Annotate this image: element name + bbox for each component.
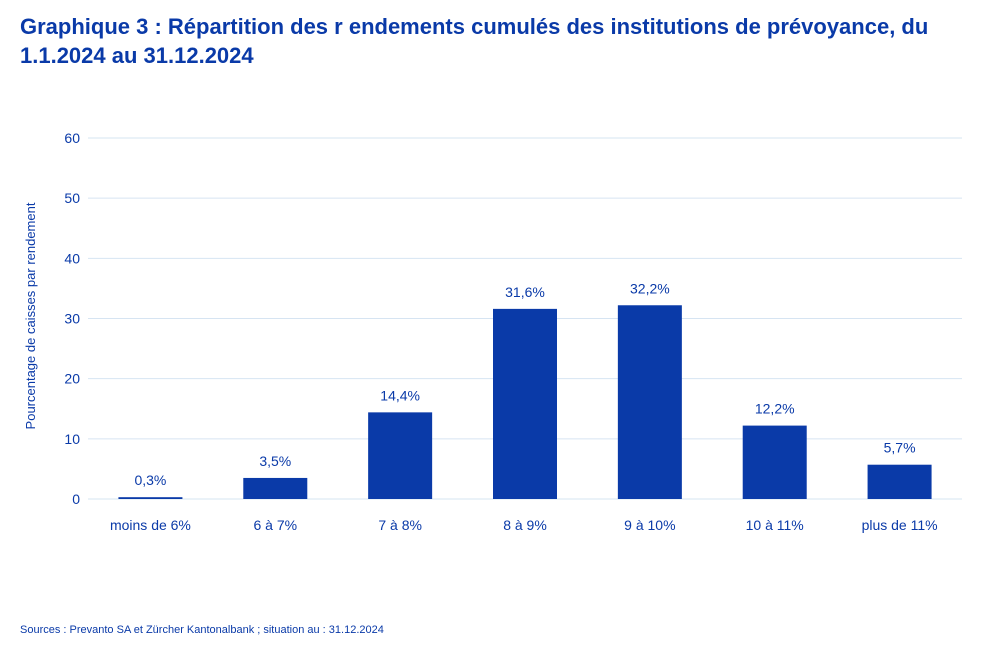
data-label: 5,7% — [884, 440, 916, 456]
chart-title: Graphique 3 : Répartition des r endement… — [20, 14, 929, 68]
y-tick-label: 10 — [64, 431, 80, 447]
bar — [493, 308, 557, 499]
data-label: 14,4% — [380, 387, 420, 403]
data-label: 12,2% — [755, 401, 795, 417]
bar — [243, 477, 308, 499]
data-label: 3,5% — [259, 453, 291, 469]
y-tick-label: 40 — [64, 250, 80, 266]
y-axis-label: Pourcentage de caisses par rendement — [23, 202, 38, 429]
x-tick-label: 9 à 10% — [624, 517, 675, 533]
bar-chart: 0 10 20 30 40 50 60 0,3% 3,5% 14,4% 31,6% 32,2% 12,… — [23, 130, 962, 533]
x-tick-label: 7 à 8% — [378, 517, 422, 533]
source-note: Sources : Prevanto SA et Zürcher Kantona… — [20, 624, 384, 636]
y-tick-labels: 0 10 20 30 40 50 60 — [64, 130, 80, 507]
x-tick-label: moins de 6% — [110, 517, 191, 533]
y-tick-label: 30 — [64, 311, 80, 327]
data-label: 31,6% — [505, 284, 545, 300]
y-tick-label: 20 — [64, 371, 80, 387]
x-tick-label: 10 à 11% — [746, 517, 804, 533]
bars — [118, 305, 932, 499]
x-tick-label: 6 à 7% — [253, 517, 297, 533]
data-label: 0,3% — [134, 472, 166, 488]
bar — [867, 464, 932, 499]
y-tick-label: 60 — [64, 130, 80, 146]
data-label: 32,2% — [630, 280, 670, 296]
bar — [118, 497, 183, 499]
x-tick-label: plus de 11% — [862, 517, 938, 533]
bar — [617, 305, 682, 499]
data-labels: 0,3% 3,5% 14,4% 31,6% 32,2% 12,2% 5,7% — [134, 280, 915, 488]
y-tick-label: 50 — [64, 190, 80, 206]
y-tick-label: 0 — [72, 491, 80, 507]
x-tick-labels: moins de 6% 6 à 7% 7 à 8% 8 à 9% 9 à 10% 10 à… — [110, 517, 938, 533]
bar — [742, 425, 807, 499]
bar — [368, 412, 433, 499]
x-tick-label: 8 à 9% — [503, 517, 547, 533]
